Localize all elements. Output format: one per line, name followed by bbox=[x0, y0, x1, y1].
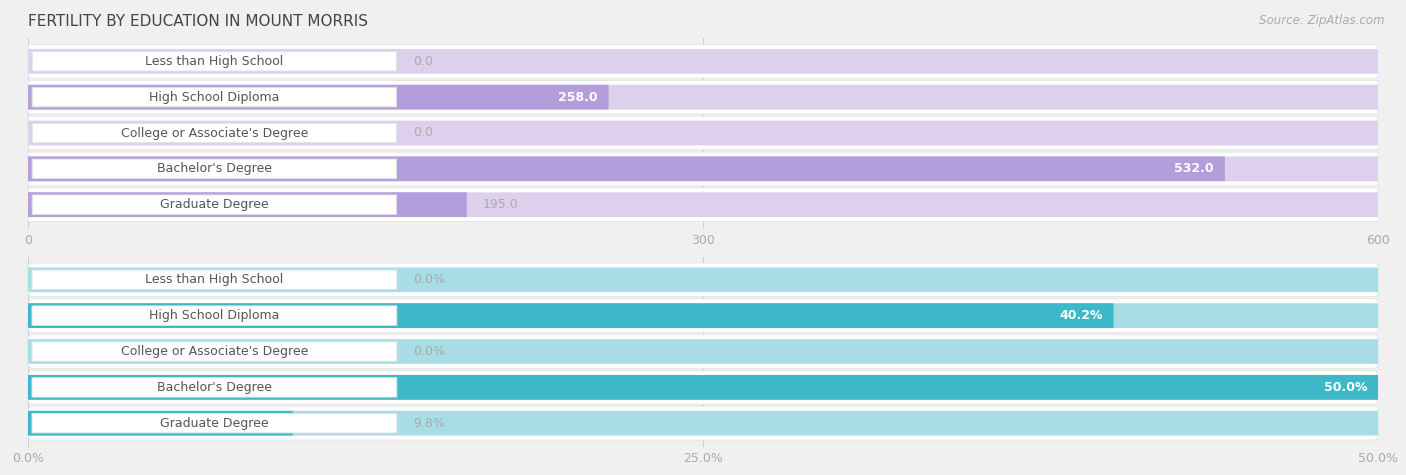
FancyBboxPatch shape bbox=[32, 270, 396, 290]
Text: Source: ZipAtlas.com: Source: ZipAtlas.com bbox=[1260, 14, 1385, 27]
FancyBboxPatch shape bbox=[28, 375, 1378, 400]
Text: 258.0: 258.0 bbox=[558, 91, 598, 104]
FancyBboxPatch shape bbox=[28, 299, 1378, 332]
FancyBboxPatch shape bbox=[28, 263, 1378, 296]
Text: 195.0: 195.0 bbox=[484, 198, 519, 211]
FancyBboxPatch shape bbox=[28, 339, 1378, 364]
FancyBboxPatch shape bbox=[32, 306, 396, 325]
Text: 532.0: 532.0 bbox=[1174, 162, 1215, 175]
FancyBboxPatch shape bbox=[28, 45, 1378, 78]
FancyBboxPatch shape bbox=[28, 156, 1225, 181]
Text: College or Associate's Degree: College or Associate's Degree bbox=[121, 126, 308, 140]
Text: 9.8%: 9.8% bbox=[413, 417, 444, 430]
Text: Graduate Degree: Graduate Degree bbox=[160, 198, 269, 211]
FancyBboxPatch shape bbox=[32, 342, 396, 361]
FancyBboxPatch shape bbox=[28, 407, 1378, 440]
FancyBboxPatch shape bbox=[32, 413, 396, 433]
Text: 0.0: 0.0 bbox=[413, 55, 433, 68]
FancyBboxPatch shape bbox=[28, 80, 1378, 114]
FancyBboxPatch shape bbox=[28, 152, 1378, 186]
Text: 50.0%: 50.0% bbox=[1323, 381, 1367, 394]
FancyBboxPatch shape bbox=[28, 192, 1378, 217]
FancyBboxPatch shape bbox=[28, 85, 1378, 110]
FancyBboxPatch shape bbox=[28, 303, 1378, 328]
FancyBboxPatch shape bbox=[32, 87, 396, 107]
Text: High School Diploma: High School Diploma bbox=[149, 91, 280, 104]
FancyBboxPatch shape bbox=[28, 411, 1378, 436]
FancyBboxPatch shape bbox=[28, 267, 1378, 292]
Text: Graduate Degree: Graduate Degree bbox=[160, 417, 269, 430]
FancyBboxPatch shape bbox=[28, 85, 609, 110]
FancyBboxPatch shape bbox=[32, 123, 396, 143]
FancyBboxPatch shape bbox=[28, 411, 292, 436]
FancyBboxPatch shape bbox=[28, 375, 1378, 400]
Text: Less than High School: Less than High School bbox=[145, 273, 284, 286]
Text: Less than High School: Less than High School bbox=[145, 55, 284, 68]
FancyBboxPatch shape bbox=[28, 192, 467, 217]
FancyBboxPatch shape bbox=[28, 49, 1378, 74]
Text: FERTILITY BY EDUCATION IN MOUNT MORRIS: FERTILITY BY EDUCATION IN MOUNT MORRIS bbox=[28, 14, 368, 29]
Text: 0.0%: 0.0% bbox=[413, 345, 444, 358]
FancyBboxPatch shape bbox=[28, 156, 1378, 181]
FancyBboxPatch shape bbox=[28, 188, 1378, 221]
Text: 0.0: 0.0 bbox=[413, 126, 433, 140]
FancyBboxPatch shape bbox=[28, 303, 1114, 328]
Text: High School Diploma: High School Diploma bbox=[149, 309, 280, 322]
Text: 40.2%: 40.2% bbox=[1059, 309, 1102, 322]
Text: College or Associate's Degree: College or Associate's Degree bbox=[121, 345, 308, 358]
Text: Bachelor's Degree: Bachelor's Degree bbox=[157, 381, 271, 394]
FancyBboxPatch shape bbox=[32, 378, 396, 397]
Text: Bachelor's Degree: Bachelor's Degree bbox=[157, 162, 271, 175]
FancyBboxPatch shape bbox=[32, 195, 396, 215]
FancyBboxPatch shape bbox=[28, 121, 1378, 145]
FancyBboxPatch shape bbox=[28, 370, 1378, 404]
Text: 0.0%: 0.0% bbox=[413, 273, 444, 286]
FancyBboxPatch shape bbox=[28, 116, 1378, 150]
FancyBboxPatch shape bbox=[32, 159, 396, 179]
FancyBboxPatch shape bbox=[28, 335, 1378, 368]
FancyBboxPatch shape bbox=[32, 51, 396, 71]
